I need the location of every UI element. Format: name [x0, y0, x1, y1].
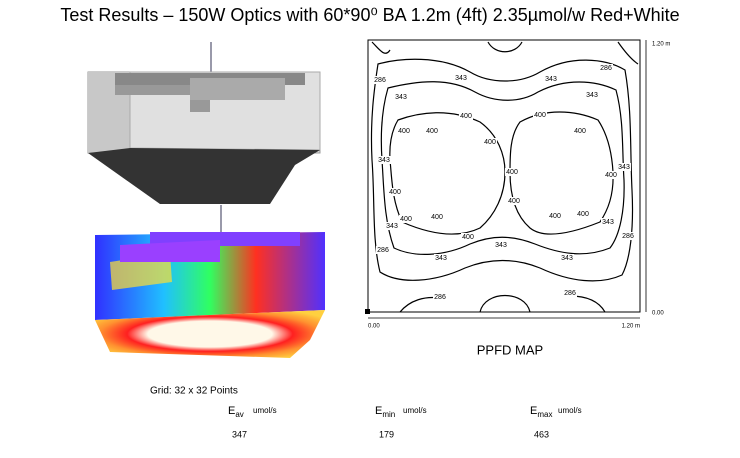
contour-label-bg	[454, 74, 468, 82]
contour-label: 400	[506, 169, 518, 176]
contour-label-bg	[621, 232, 635, 240]
contour-label: 400	[605, 172, 617, 179]
contour-label: 343	[602, 219, 614, 226]
contour-label: 343	[435, 255, 447, 262]
contour-label: 400	[574, 128, 586, 135]
y-bottom-label: 0.00	[652, 311, 664, 317]
contour-label: 343	[378, 157, 390, 164]
contour-label-bg	[433, 293, 447, 301]
contour-label: 286	[434, 294, 446, 301]
contour-label-bg	[399, 215, 413, 223]
contour-label-bg	[377, 156, 391, 164]
stat-symbol: E	[375, 405, 382, 417]
contour-label-bg	[617, 163, 631, 171]
contour-label-bg	[388, 188, 402, 196]
contour-label: 343	[561, 255, 573, 262]
contour-label: 400	[462, 234, 474, 241]
contour-label: 400	[460, 113, 472, 120]
contour-label-bg	[507, 197, 521, 205]
contour-label-bg	[599, 64, 613, 72]
contour-label-bg	[430, 213, 444, 221]
stat-sub: min	[382, 410, 395, 419]
contour-label: 286	[374, 77, 386, 84]
contour-label: 343	[618, 164, 630, 171]
contour-label: 343	[455, 75, 467, 82]
stat-unit: umol/s	[558, 406, 582, 415]
contour-label: 400	[534, 112, 546, 119]
contour-label-bg	[604, 171, 618, 179]
contour-label-bg	[376, 246, 390, 254]
contour-label-bg	[394, 93, 408, 101]
contour-label: 286	[622, 233, 634, 240]
contour-label: 400	[426, 128, 438, 135]
contour-label: 343	[545, 76, 557, 83]
contour-label: 400	[484, 139, 496, 146]
contour-label: 343	[395, 94, 407, 101]
stat-value: 347	[232, 429, 247, 439]
contour-label-bg	[425, 127, 439, 135]
contour-label: 343	[495, 242, 507, 249]
stat-unit: umol/s	[253, 406, 277, 415]
contour-label-bg	[494, 241, 508, 249]
stat-sub: av	[235, 410, 243, 419]
contour-label-bg	[601, 218, 615, 226]
contour-label-bg	[373, 76, 387, 84]
y-top-label: 1.20 m	[652, 42, 670, 48]
contour-label-bg	[576, 210, 590, 218]
contour-label-bg	[533, 111, 547, 119]
contour-label: 400	[508, 198, 520, 205]
contour-label-bg	[397, 127, 411, 135]
title: Test Results – 150W Optics with 60*90⁰ B…	[60, 5, 679, 25]
contour-label: 400	[398, 128, 410, 135]
contour-label-bg	[459, 112, 473, 120]
render-heatmap	[95, 205, 325, 358]
contour-label-bg	[573, 127, 587, 135]
contour-label-bg	[544, 75, 558, 83]
contour-label: 400	[400, 216, 412, 223]
contour-label-bg	[560, 254, 574, 262]
stat-label: Eav	[228, 405, 244, 419]
contour-label-bg	[461, 233, 475, 241]
stat-symbol: E	[530, 405, 537, 417]
render-room	[87, 42, 321, 204]
contour-label-bg	[434, 254, 448, 262]
contour-label: 286	[600, 65, 612, 72]
contour-label: 400	[549, 213, 561, 220]
stat-unit: umol/s	[403, 406, 427, 415]
contour-label: 286	[377, 247, 389, 254]
contour-label-bg	[505, 168, 519, 176]
contour-label-bg	[385, 222, 399, 230]
contour-label: 343	[386, 223, 398, 230]
x-right-label: 1.20 m	[622, 324, 640, 330]
contour-label: 343	[586, 92, 598, 99]
grid-note: Grid: 32 x 32 Points	[150, 386, 238, 397]
contour-label: 400	[389, 189, 401, 196]
stat-value: 179	[379, 429, 394, 439]
stat-sub: max	[537, 410, 552, 419]
contour-label: 400	[577, 211, 589, 218]
map-caption: PPFD MAP	[477, 342, 543, 357]
contour-label-bg	[483, 138, 497, 146]
stat-label: Emax	[530, 405, 552, 419]
contour-label: 286	[564, 290, 576, 297]
ppfd-map	[365, 39, 647, 319]
contour-label-bg	[585, 91, 599, 99]
stat-value: 463	[534, 429, 549, 439]
contour-label-bg	[563, 289, 577, 297]
contour-label: 400	[431, 214, 443, 221]
stat-symbol: E	[228, 405, 235, 417]
x-left-label: 0.00	[368, 324, 380, 330]
stat-label: Emin	[375, 405, 395, 419]
contour-label-bg	[548, 212, 562, 220]
